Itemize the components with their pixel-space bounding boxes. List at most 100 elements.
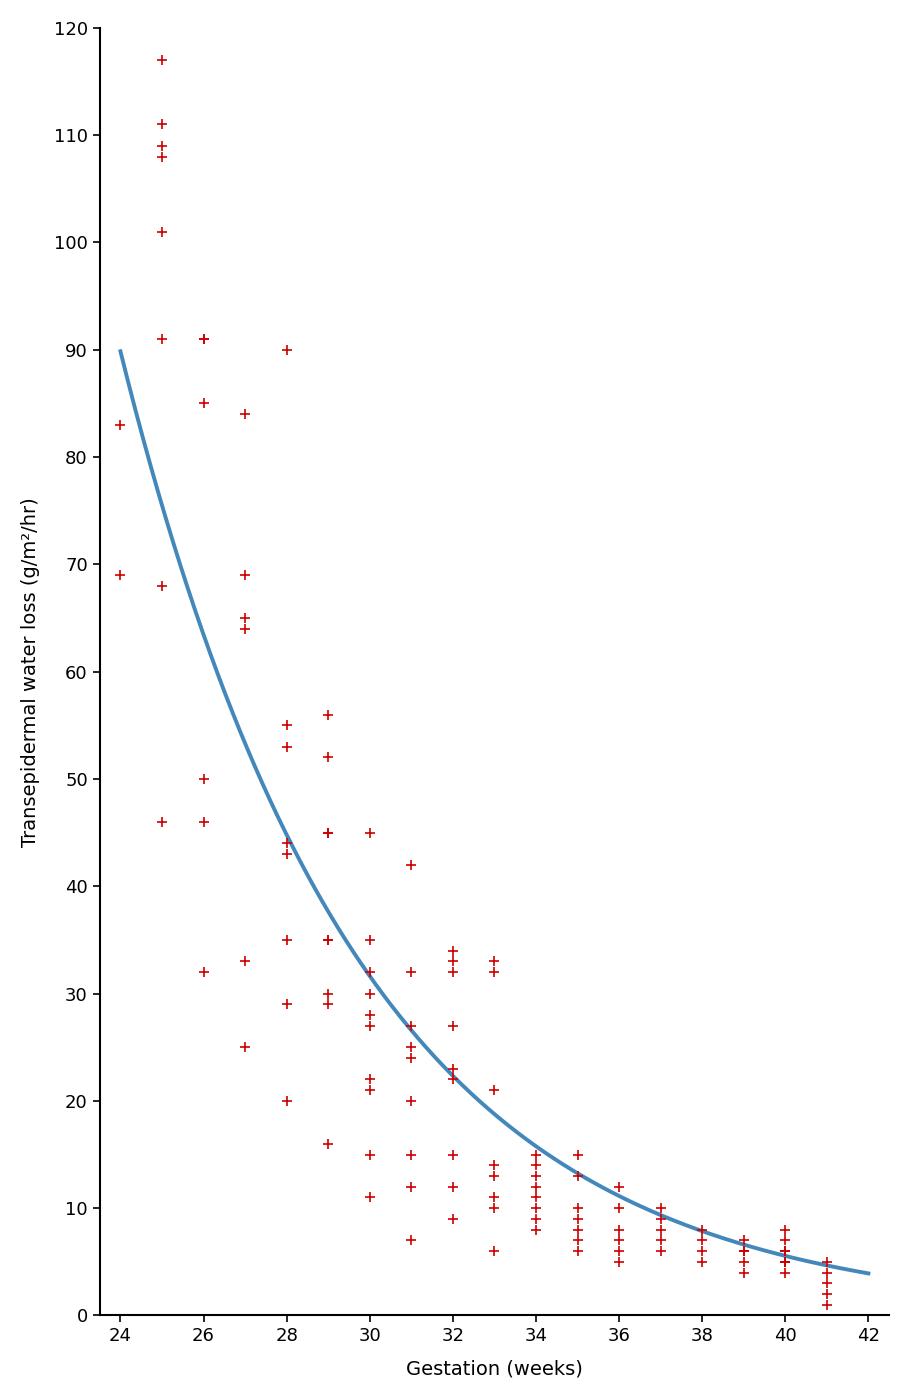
Point <box>571 1207 585 1230</box>
Point <box>362 821 377 844</box>
Point <box>279 832 294 855</box>
Point <box>197 392 211 414</box>
Point <box>279 842 294 865</box>
Point <box>362 1014 377 1037</box>
Point <box>778 1251 793 1273</box>
Point <box>279 339 294 361</box>
Point <box>113 414 127 436</box>
Point <box>197 327 211 350</box>
Point <box>362 929 377 951</box>
X-axis label: Gestation (weeks): Gestation (weeks) <box>406 1360 582 1378</box>
Point <box>404 853 419 876</box>
Point <box>487 1186 501 1209</box>
Point <box>279 713 294 736</box>
Point <box>321 982 336 1004</box>
Point <box>446 1175 460 1198</box>
Point <box>529 1186 543 1209</box>
Point <box>571 1219 585 1241</box>
Point <box>487 1240 501 1262</box>
Point <box>155 134 169 157</box>
Point <box>404 1037 419 1059</box>
Point <box>695 1240 710 1262</box>
Point <box>653 1207 668 1230</box>
Point <box>778 1240 793 1262</box>
Point <box>778 1262 793 1284</box>
Point <box>238 607 252 630</box>
Point <box>529 1143 543 1165</box>
Point <box>571 1230 585 1252</box>
Point <box>279 929 294 951</box>
Point <box>446 1014 460 1037</box>
Point <box>695 1230 710 1252</box>
Point <box>487 1165 501 1188</box>
Point <box>487 1079 501 1101</box>
Point <box>446 940 460 963</box>
Point <box>238 1037 252 1059</box>
Point <box>155 113 169 136</box>
Point <box>653 1240 668 1262</box>
Point <box>736 1240 751 1262</box>
Point <box>238 564 252 586</box>
Point <box>155 49 169 71</box>
Point <box>487 961 501 983</box>
Point <box>155 221 169 243</box>
Point <box>778 1240 793 1262</box>
Point <box>321 746 336 768</box>
Point <box>612 1175 626 1198</box>
Point <box>612 1219 626 1241</box>
Point <box>155 575 169 597</box>
Point <box>778 1230 793 1252</box>
Point <box>529 1165 543 1188</box>
Point <box>736 1251 751 1273</box>
Point <box>778 1251 793 1273</box>
Point <box>446 1207 460 1230</box>
Point <box>820 1283 834 1305</box>
Point <box>612 1198 626 1220</box>
Point <box>446 1058 460 1080</box>
Point <box>321 993 336 1016</box>
Point <box>279 993 294 1016</box>
Point <box>695 1251 710 1273</box>
Point <box>197 810 211 832</box>
Point <box>571 1240 585 1262</box>
Point <box>446 1143 460 1165</box>
Point <box>653 1198 668 1220</box>
Point <box>113 564 127 586</box>
Point <box>446 1069 460 1091</box>
Point <box>321 821 336 844</box>
Point <box>612 1240 626 1262</box>
Point <box>571 1198 585 1220</box>
Point <box>404 1046 419 1069</box>
Point <box>404 1143 419 1165</box>
Point <box>736 1240 751 1262</box>
Point <box>197 768 211 790</box>
Point <box>238 403 252 425</box>
Point <box>653 1219 668 1241</box>
Point <box>404 1014 419 1037</box>
Point <box>362 1079 377 1101</box>
Point <box>404 1230 419 1252</box>
Point <box>529 1154 543 1177</box>
Point <box>820 1294 834 1316</box>
Point <box>487 1154 501 1177</box>
Point <box>155 327 169 350</box>
Point <box>321 821 336 844</box>
Point <box>279 1090 294 1112</box>
Point <box>529 1219 543 1241</box>
Point <box>487 1198 501 1220</box>
Y-axis label: Transepidermal water loss (g/m²/hr): Transepidermal water loss (g/m²/hr) <box>21 497 40 846</box>
Point <box>612 1230 626 1252</box>
Point <box>362 961 377 983</box>
Point <box>446 950 460 972</box>
Point <box>695 1219 710 1241</box>
Point <box>362 982 377 1004</box>
Point <box>529 1175 543 1198</box>
Point <box>321 929 336 951</box>
Point <box>362 1069 377 1091</box>
Point <box>321 1133 336 1156</box>
Point <box>321 704 336 726</box>
Point <box>778 1251 793 1273</box>
Point <box>446 961 460 983</box>
Point <box>778 1219 793 1241</box>
Point <box>404 961 419 983</box>
